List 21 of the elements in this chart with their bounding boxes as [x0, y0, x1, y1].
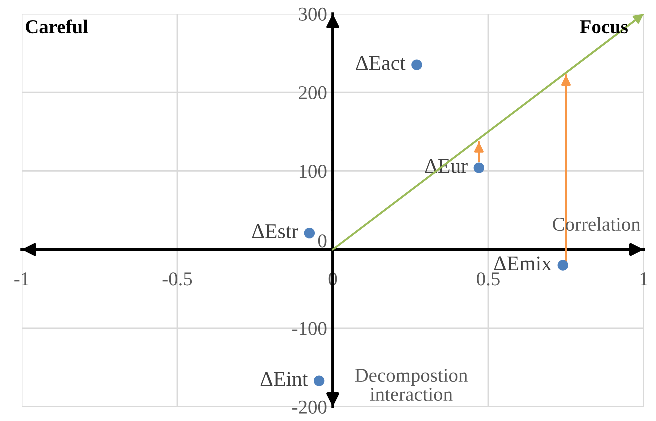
- y-tick-label: -100: [292, 322, 327, 336]
- annotation: Careful: [26, 20, 88, 34]
- point: [314, 376, 325, 386]
- series-label: ΔEint: [260, 372, 308, 386]
- series-label: ΔEstr: [252, 224, 298, 239]
- series-label: ΔEact: [356, 56, 406, 70]
- y-tick-label: 100: [300, 165, 327, 178]
- point: [558, 260, 568, 271]
- annotation: Decompostion interaction: [355, 369, 468, 402]
- y-tick-label: 0: [318, 234, 327, 248]
- point: [412, 60, 422, 70]
- y-tick-label: 200: [299, 86, 327, 100]
- point: [474, 162, 485, 174]
- x-tick-label: 0.5: [477, 272, 500, 286]
- y-tick-label: 300: [299, 8, 327, 21]
- series-label: ΔEmix: [494, 256, 552, 271]
- x-tick-label: 1: [640, 272, 648, 286]
- x-tick-label: -0.5: [162, 272, 192, 286]
- y-tick-label: -200: [292, 400, 327, 414]
- point: [304, 228, 316, 239]
- x-tick-label: -1: [14, 272, 29, 286]
